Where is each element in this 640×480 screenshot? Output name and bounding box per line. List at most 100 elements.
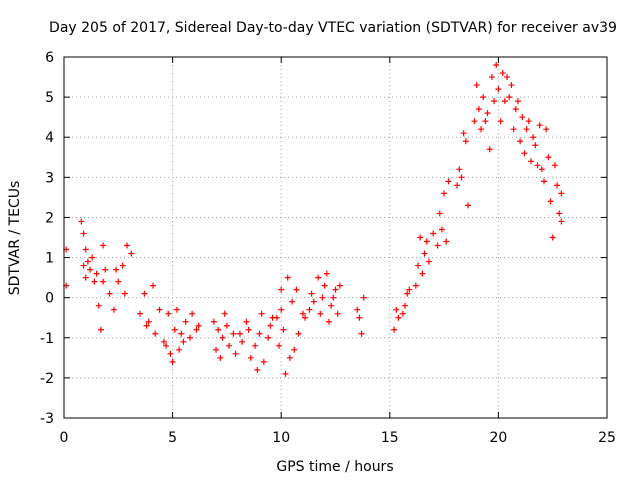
data-point	[193, 326, 200, 333]
data-point	[236, 330, 243, 337]
data-point	[230, 330, 237, 337]
chart-title-group: Day 205 of 2017, Sidereal Day-to-day VTE…	[49, 20, 617, 36]
data-point	[245, 326, 252, 333]
x-tick-label: 15	[381, 430, 399, 446]
data-point	[299, 310, 306, 317]
data-point	[517, 138, 524, 145]
data-point	[436, 210, 443, 217]
y-tick-label: 5	[45, 90, 54, 106]
axis-ticks: 0 5 10 15 20 25 -3 -2 -1 0 1 2 3 4 5 6	[40, 50, 616, 446]
data-point	[308, 290, 315, 297]
data-point	[443, 238, 450, 245]
data-point	[536, 122, 543, 129]
data-point	[295, 330, 302, 337]
data-point	[541, 178, 548, 185]
data-point	[491, 98, 498, 105]
data-point	[425, 258, 432, 265]
data-point	[217, 354, 224, 361]
x-tick-label: 20	[489, 430, 507, 446]
data-point	[100, 242, 107, 249]
data-point	[358, 330, 365, 337]
data-point	[278, 306, 285, 313]
data-point	[504, 74, 511, 81]
data-point	[128, 250, 135, 257]
data-point	[239, 338, 246, 345]
data-point	[532, 142, 539, 149]
data-point	[325, 318, 332, 325]
data-point	[391, 326, 398, 333]
y-tick-label: 2	[45, 210, 54, 226]
y-axis-label: SDTVAR / TECUs	[7, 181, 23, 296]
data-point	[315, 274, 322, 281]
data-point	[506, 94, 513, 101]
data-point	[514, 98, 521, 105]
data-point	[508, 82, 515, 89]
data-point	[282, 370, 289, 377]
data-point	[91, 278, 98, 285]
data-point	[527, 158, 534, 165]
data-point	[556, 210, 563, 217]
y-tick-label: 3	[45, 170, 54, 186]
data-point	[519, 114, 526, 121]
data-point	[430, 230, 437, 237]
data-point	[223, 322, 230, 329]
data-point	[219, 334, 226, 341]
data-point	[150, 282, 157, 289]
data-point	[321, 282, 328, 289]
data-point	[165, 310, 172, 317]
data-point	[480, 94, 487, 101]
data-point	[210, 318, 217, 325]
data-point	[97, 326, 104, 333]
data-point	[186, 334, 193, 341]
data-point	[493, 62, 500, 69]
data-point	[336, 282, 343, 289]
data-point	[421, 250, 428, 257]
data-point	[521, 150, 528, 157]
data-point	[254, 366, 261, 373]
data-point	[163, 342, 170, 349]
data-point	[317, 310, 324, 317]
data-point	[462, 138, 469, 145]
data-point	[530, 134, 537, 141]
data-point	[156, 306, 163, 313]
data-point	[82, 246, 89, 253]
data-point	[141, 290, 148, 297]
data-point	[221, 310, 228, 317]
data-point	[464, 202, 471, 209]
data-point	[417, 234, 424, 241]
x-axis-label: GPS time / hours	[276, 459, 393, 475]
data-point	[173, 306, 180, 313]
data-point	[460, 130, 467, 137]
data-point	[84, 258, 91, 265]
data-point	[137, 310, 144, 317]
data-point	[438, 226, 445, 233]
data-point	[289, 298, 296, 305]
x-tick-label: 5	[168, 430, 177, 446]
data-point	[393, 306, 400, 313]
data-point	[356, 314, 363, 321]
data-point	[247, 354, 254, 361]
x-tick-label: 25	[598, 430, 616, 446]
y-tick-label: -1	[40, 331, 54, 347]
data-point	[286, 354, 293, 361]
data-point	[497, 118, 504, 125]
data-point	[256, 330, 263, 337]
data-point	[558, 218, 565, 225]
data-point	[332, 286, 339, 293]
data-point	[189, 310, 196, 317]
data-point	[182, 318, 189, 325]
data-point	[93, 270, 100, 277]
data-point	[123, 242, 130, 249]
data-point	[160, 338, 167, 345]
data-point	[512, 106, 519, 113]
data-point	[143, 322, 150, 329]
data-point	[415, 262, 422, 269]
data-point	[510, 126, 517, 133]
data-point	[484, 110, 491, 117]
data-point	[145, 318, 152, 325]
data-point	[293, 286, 300, 293]
y-tick-label: 1	[45, 251, 54, 267]
data-point	[306, 306, 313, 313]
data-point	[488, 74, 495, 81]
data-point	[486, 146, 493, 153]
